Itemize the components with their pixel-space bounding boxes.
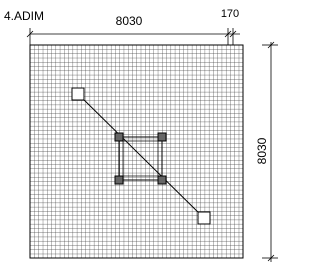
dimension-label: 8030 [255,137,269,164]
drawing: 4.ADIM 8030 170 8030 [0,0,289,271]
dimension-label: 8030 [116,14,143,28]
top-dimension [27,28,240,45]
title: 4.ADIM [4,9,44,23]
dimension-label: 170 [221,8,239,20]
